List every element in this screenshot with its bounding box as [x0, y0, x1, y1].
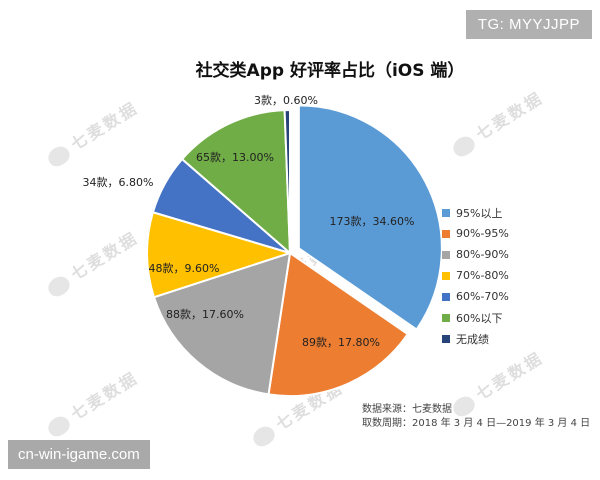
pie-slice [152, 251, 292, 396]
legend-label: 60%以下 [456, 311, 503, 325]
legend-swatch [442, 334, 450, 343]
legend-label: 95%以上 [456, 206, 503, 220]
source-note: 数据来源：七麦数据 取数周期：2018 年 3 月 4 日—2019 年 3 月… [362, 403, 590, 431]
legend-swatch [442, 271, 450, 280]
chart-title: 社交类App 好评率占比（iOS 端） [195, 60, 465, 81]
pie-slice [180, 109, 292, 256]
legend-item: 95%以上 [442, 202, 509, 223]
pie-slice [267, 251, 410, 397]
legend-label: 90%-95% [456, 227, 509, 240]
slice-data-label: 48款，9.60% [149, 261, 220, 275]
slice-data-label: 88款，17.60% [166, 307, 244, 321]
slice-data-label: 34款，6.80% [83, 175, 154, 189]
legend-label: 70%-80% [456, 269, 509, 282]
legend-swatch [442, 313, 450, 322]
legend-label: 80%-90% [456, 248, 509, 261]
legend-label: 60%-70% [456, 290, 509, 303]
pie-slice-labels: 173款，34.60% 89款，17.80% 88款，17.60% 48款，9.60%… [83, 93, 415, 349]
site-banner: cn-win-igame.com [8, 440, 150, 469]
legend-swatch [442, 292, 450, 301]
chart-legend: 95%以上 90%-95% 80%-90% 70%-80% 60%-70% 60%以下无成… [442, 202, 509, 349]
slice-data-label: 65款，13.00% [196, 150, 274, 164]
slice-data-label: 3款，0.60% [254, 93, 318, 107]
legend-item: 90%-95% [442, 223, 509, 244]
legend-swatch [442, 250, 450, 259]
pie-slice [283, 108, 291, 254]
tg-badge: TG: MYYJJPP [465, 10, 592, 39]
pie-slice [146, 210, 294, 299]
legend-item: 80%-90% [442, 244, 509, 265]
pie-slices [146, 104, 443, 397]
source-line: 数据来源：七麦数据 [362, 404, 452, 415]
legend-label: 无成绩 [456, 332, 489, 346]
legend-swatch [442, 229, 450, 238]
legend-item: 60%-70% [442, 286, 509, 307]
period-line: 取数周期：2018 年 3 月 4 日—2019 年 3 月 4 日 [362, 418, 591, 429]
slice-data-label: 89款，17.80% [302, 335, 380, 349]
legend-item: 70%-80% [442, 265, 509, 286]
slice-data-label: 173款，34.60% [330, 214, 415, 228]
legend-swatch [442, 208, 450, 217]
legend-item: 无成绩 [442, 328, 509, 349]
legend-item: 60%以下 [442, 307, 509, 328]
pie-slice [297, 104, 443, 331]
